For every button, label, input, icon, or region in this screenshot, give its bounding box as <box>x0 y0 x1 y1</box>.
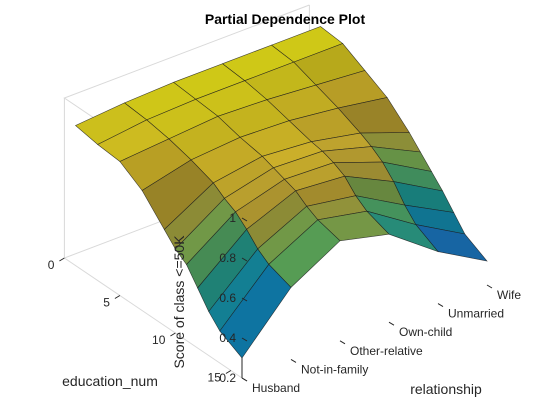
y-tick <box>59 257 65 262</box>
z-tick-label: 1 <box>229 211 236 225</box>
y-tick-label: 5 <box>103 296 110 310</box>
x-tick <box>486 284 493 289</box>
x-tick <box>437 303 444 308</box>
x-tick-label: Own-child <box>399 325 452 339</box>
y-axis-label: education_num <box>62 373 158 389</box>
z-tick <box>241 217 248 222</box>
y-tick-label: 0 <box>48 258 55 272</box>
z-tick-label: 0.4 <box>219 331 236 345</box>
surface <box>74 26 488 359</box>
x-tick-label: Unmarried <box>448 307 504 321</box>
z-tick-label: 0.8 <box>219 251 236 265</box>
x-tick-label: Not-in-family <box>301 362 368 376</box>
z-tick <box>241 337 248 342</box>
surface-patch <box>219 263 292 359</box>
x-tick <box>339 340 346 345</box>
y-tick <box>170 332 176 337</box>
x-tick <box>290 358 297 363</box>
z-tick <box>241 257 248 262</box>
x-axis-label: relationship <box>410 381 482 397</box>
y-tick <box>114 295 121 299</box>
x-tick-label: Wife <box>497 288 521 302</box>
y-tick-label: 15 <box>208 371 222 385</box>
axis-ticks: 0.20.40.60.81051015HusbandNot-in-familyO… <box>48 211 522 395</box>
x-tick-label: Other-relative <box>350 344 423 358</box>
z-tick-label: 0.2 <box>219 371 236 385</box>
y-tick-label: 10 <box>152 333 166 347</box>
x-tick <box>388 321 395 326</box>
z-tick <box>241 297 248 302</box>
y-tick <box>225 370 232 374</box>
chart-title: Partial Dependence Plot <box>205 11 366 27</box>
x-tick-label: Husband <box>252 381 300 395</box>
x-tick <box>241 377 248 382</box>
z-tick-label: 0.6 <box>219 291 236 305</box>
z-axis-label: Score of class <=50K <box>171 235 187 369</box>
